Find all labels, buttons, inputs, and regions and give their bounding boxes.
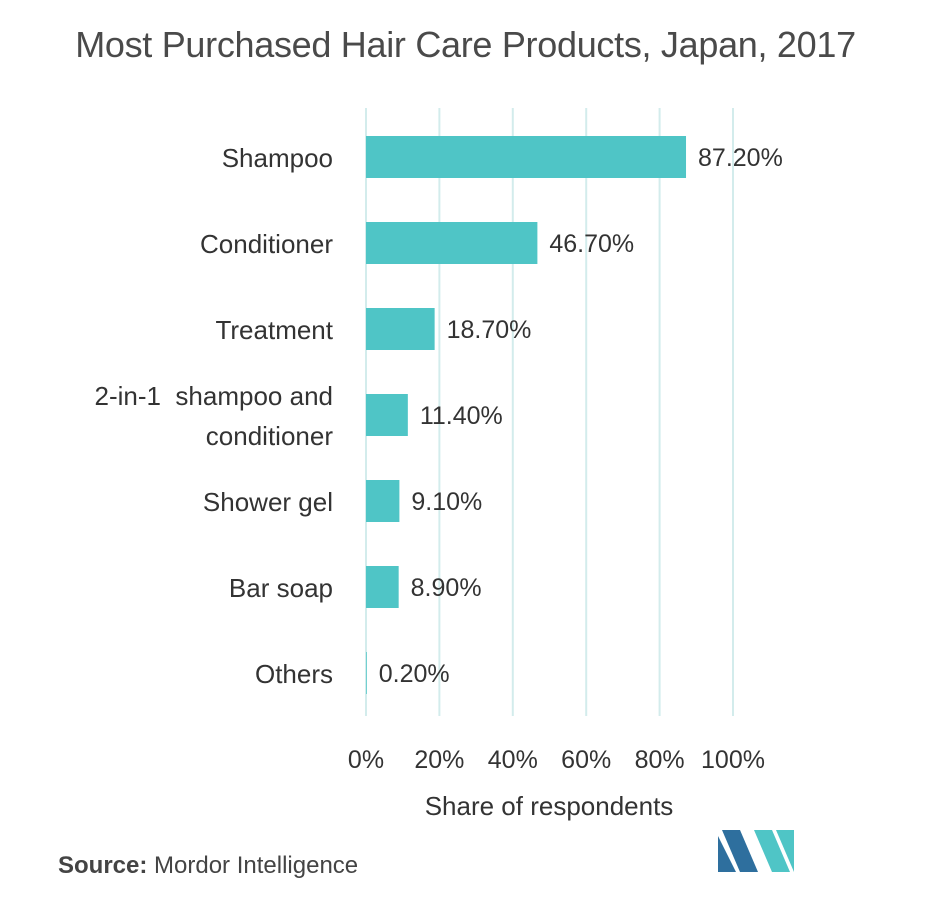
source-label: Source: xyxy=(58,852,148,879)
category-label: Treatment xyxy=(215,315,333,345)
source-note: Source: Mordor Intelligence xyxy=(58,852,358,880)
category-label: Shower gel xyxy=(203,487,333,517)
bar xyxy=(366,566,399,608)
data-label: 0.20% xyxy=(379,660,450,688)
bar xyxy=(366,308,435,350)
bar xyxy=(366,652,367,694)
logo-right-bar xyxy=(776,830,794,872)
data-label: 18.70% xyxy=(447,316,532,344)
logo-middle-shape xyxy=(722,830,758,872)
bar xyxy=(366,480,400,522)
x-tick-label: 100% xyxy=(701,746,765,774)
category-label: Conditioner xyxy=(200,229,333,259)
x-tick-label: 0% xyxy=(348,746,384,774)
category-label: Bar soap xyxy=(229,573,333,603)
logo-left-shape xyxy=(718,836,736,872)
data-label: 87.20% xyxy=(698,144,783,172)
bar xyxy=(366,394,408,436)
source-text: Mordor Intelligence xyxy=(154,852,359,879)
x-tick-label: 40% xyxy=(488,746,538,774)
bar xyxy=(366,136,687,178)
chart-title: Most Purchased Hair Care Products, Japan… xyxy=(75,24,856,65)
x-tick-label: 20% xyxy=(414,746,464,774)
x-tick-label: 60% xyxy=(561,746,611,774)
category-label: 2-in-1 shampoo and conditioner xyxy=(95,381,334,451)
category-label: Others xyxy=(255,659,333,689)
data-label: 9.10% xyxy=(411,488,482,516)
mordor-intelligence-logo-icon xyxy=(718,830,794,872)
logo-right-shape xyxy=(754,830,790,872)
x-tick-label: 80% xyxy=(635,746,685,774)
data-label: 11.40% xyxy=(420,402,503,430)
data-label: 46.70% xyxy=(549,230,634,258)
category-label: Shampoo xyxy=(222,143,333,173)
data-label: 8.90% xyxy=(411,574,482,602)
bar xyxy=(366,222,538,264)
x-axis-label: Share of respondents xyxy=(425,791,674,821)
